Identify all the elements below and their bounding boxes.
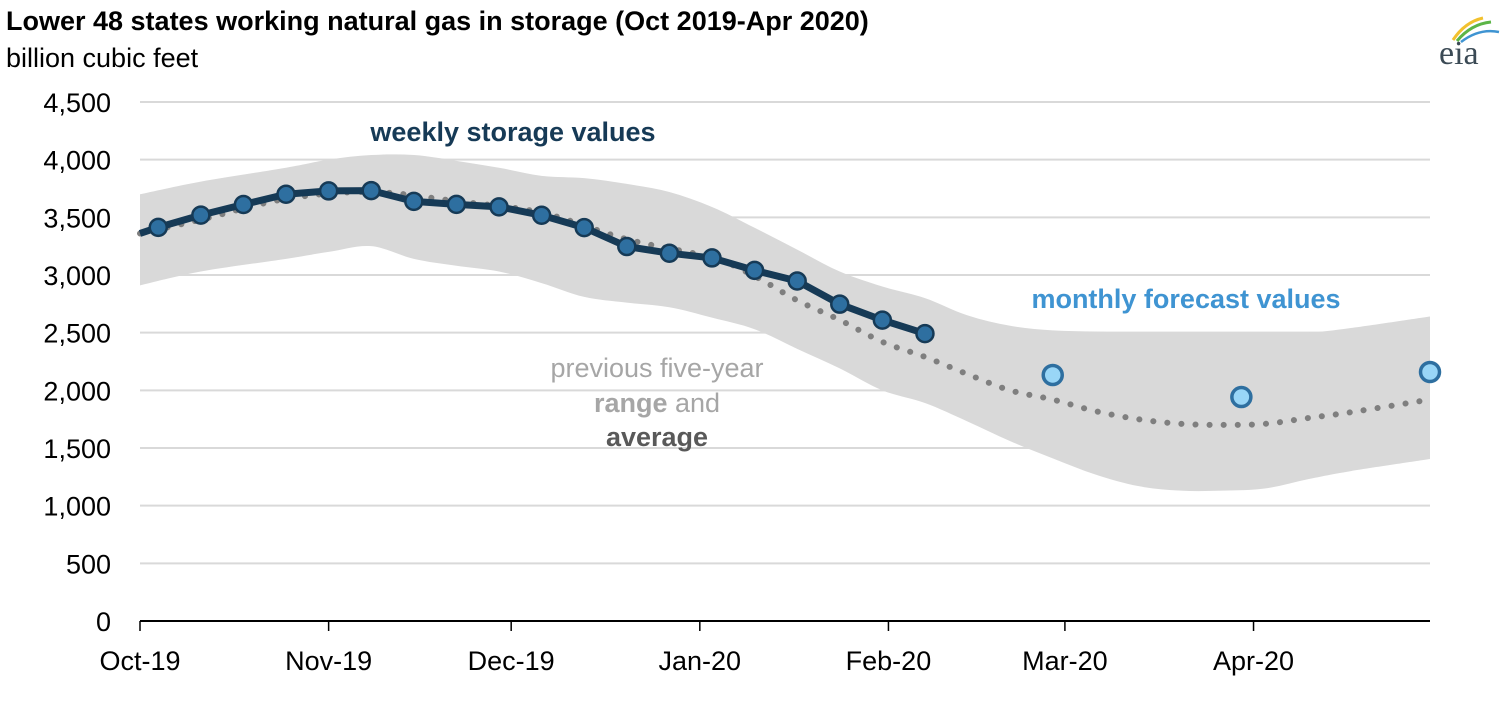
weekly-storage-point: [744, 260, 765, 281]
forecast-point: [1418, 360, 1442, 384]
weekly-storage-point: [446, 194, 467, 215]
weekly-storage-point: [617, 236, 637, 257]
weekly-storage-point: [233, 194, 254, 215]
weekly-storage-point: [872, 310, 893, 330]
x-tick-label: Nov-19: [285, 646, 372, 676]
y-tick-label: 3,500: [43, 203, 111, 233]
weekly-storage-point: [276, 184, 296, 205]
range-annotation-line1: previous five-year: [550, 353, 763, 383]
y-tick-label: 1,500: [43, 434, 111, 464]
forecast-annotation: monthly forecast values: [1031, 284, 1340, 314]
weekly-storage-point: [915, 323, 935, 344]
x-tick-label: Jan-20: [659, 646, 742, 676]
y-tick-label: 3,000: [43, 261, 111, 291]
x-tick-label: Oct-19: [99, 646, 180, 676]
y-tick-label: 1,000: [43, 492, 111, 522]
range-annotation-line2: range and: [594, 388, 720, 418]
weekly-storage-point: [659, 243, 680, 263]
logo-text: eia: [1439, 35, 1479, 70]
weekly-storage-point: [489, 197, 509, 217]
average-annotation: average: [606, 422, 708, 452]
y-axis-unit-label: billion cubic feet: [6, 43, 199, 73]
x-tick-label: Apr-20: [1213, 646, 1294, 676]
forecast-point: [1230, 385, 1253, 409]
x-tick-label: Feb-20: [846, 646, 932, 676]
weekly-storage-point: [404, 191, 424, 212]
weekly-storage-point: [318, 181, 339, 201]
weekly-storage-point: [830, 294, 850, 314]
eia-logo-icon: eia: [1439, 16, 1500, 70]
forecast-point: [1041, 363, 1064, 387]
weekly-storage-point: [148, 217, 169, 238]
five-year-range-band: [140, 154, 1430, 492]
chart-title: Lower 48 states working natural gas in s…: [6, 6, 869, 36]
y-tick-label: 2,000: [43, 376, 111, 406]
weekly-storage-point: [531, 205, 552, 226]
weekly-storage-annotation: weekly storage values: [369, 117, 655, 147]
weekly-storage-point: [702, 248, 722, 268]
y-tick-label: 4,500: [43, 88, 111, 118]
y-tick-label: 4,000: [43, 146, 111, 176]
weekly-storage-point: [191, 205, 211, 225]
weekly-storage-point: [787, 271, 807, 291]
and-word: and: [667, 388, 720, 418]
y-tick-label: 0: [96, 607, 111, 637]
range-word: range: [594, 388, 668, 418]
x-tick-label: Dec-19: [468, 646, 555, 676]
weekly-storage-point: [361, 180, 381, 201]
y-tick-label: 500: [66, 549, 111, 579]
y-tick-label: 2,500: [43, 319, 111, 349]
x-tick-label: Mar-20: [1022, 646, 1108, 676]
weekly-storage-point: [574, 217, 594, 238]
